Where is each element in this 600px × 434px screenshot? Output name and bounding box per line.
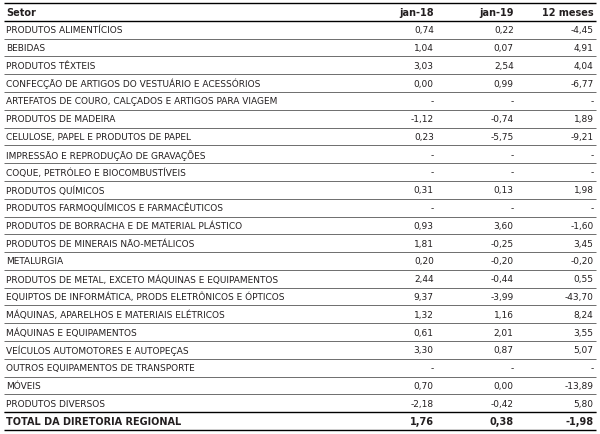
Text: 0,23: 0,23: [414, 133, 434, 141]
Text: -: -: [511, 204, 514, 213]
Text: PRODUTOS TÊXTEIS: PRODUTOS TÊXTEIS: [7, 62, 96, 71]
Text: 0,07: 0,07: [494, 44, 514, 53]
Text: ARTEFATOS DE COURO, CALÇADOS E ARTIGOS PARA VIAGEM: ARTEFATOS DE COURO, CALÇADOS E ARTIGOS P…: [7, 97, 278, 106]
Text: -9,21: -9,21: [571, 133, 593, 141]
Text: 3,45: 3,45: [574, 239, 593, 248]
Text: PRODUTOS ALIMENTÍCIOS: PRODUTOS ALIMENTÍCIOS: [7, 26, 123, 35]
Text: 0,99: 0,99: [494, 79, 514, 89]
Text: -: -: [431, 204, 434, 213]
Text: OUTROS EQUIPAMENTOS DE TRANSPORTE: OUTROS EQUIPAMENTOS DE TRANSPORTE: [7, 363, 195, 372]
Text: -0,25: -0,25: [491, 239, 514, 248]
Text: IMPRESSÃO E REPRODUÇÃO DE GRAVAÇÕES: IMPRESSÃO E REPRODUÇÃO DE GRAVAÇÕES: [7, 149, 206, 160]
Text: -4,45: -4,45: [571, 26, 593, 35]
Text: 5,80: 5,80: [574, 399, 593, 408]
Text: 0,93: 0,93: [414, 221, 434, 230]
Text: 0,20: 0,20: [414, 257, 434, 266]
Text: TOTAL DA DIRETORIA REGIONAL: TOTAL DA DIRETORIA REGIONAL: [7, 416, 182, 426]
Text: 1,98: 1,98: [574, 186, 593, 195]
Text: PRODUTOS QUÍMICOS: PRODUTOS QUÍMICOS: [7, 186, 105, 195]
Text: -: -: [590, 363, 593, 372]
Text: PRODUTOS DE METAL, EXCETO MÁQUINAS E EQUIPAMENTOS: PRODUTOS DE METAL, EXCETO MÁQUINAS E EQU…: [7, 274, 278, 284]
Text: 0,87: 0,87: [494, 345, 514, 355]
Text: PRODUTOS DE BORRACHA E DE MATERIAL PLÁSTICO: PRODUTOS DE BORRACHA E DE MATERIAL PLÁST…: [7, 221, 242, 230]
Text: -0,42: -0,42: [491, 399, 514, 408]
Text: 0,55: 0,55: [574, 275, 593, 283]
Text: 3,30: 3,30: [414, 345, 434, 355]
Text: -: -: [590, 97, 593, 106]
Text: BEBIDAS: BEBIDAS: [7, 44, 46, 53]
Text: -: -: [431, 151, 434, 159]
Text: -: -: [511, 168, 514, 177]
Text: COQUE, PETRÓLEO E BIOCOMBUSTÍVEIS: COQUE, PETRÓLEO E BIOCOMBUSTÍVEIS: [7, 168, 186, 178]
Text: 1,76: 1,76: [410, 416, 434, 426]
Text: 4,91: 4,91: [574, 44, 593, 53]
Text: -0,74: -0,74: [491, 115, 514, 124]
Text: -: -: [590, 204, 593, 213]
Text: -: -: [511, 151, 514, 159]
Text: MÓVEIS: MÓVEIS: [7, 381, 41, 390]
Text: Setor: Setor: [7, 8, 36, 18]
Text: MÁQUINAS, APARELHOS E MATERIAIS ELÉTRICOS: MÁQUINAS, APARELHOS E MATERIAIS ELÉTRICO…: [7, 310, 225, 319]
Text: 0,74: 0,74: [414, 26, 434, 35]
Text: 2,44: 2,44: [414, 275, 434, 283]
Text: 1,81: 1,81: [414, 239, 434, 248]
Text: -13,89: -13,89: [565, 381, 593, 390]
Text: -2,18: -2,18: [410, 399, 434, 408]
Text: 0,00: 0,00: [494, 381, 514, 390]
Text: PRODUTOS DE MINERAIS NÃO-METÁLICOS: PRODUTOS DE MINERAIS NÃO-METÁLICOS: [7, 239, 195, 248]
Text: PRODUTOS FARMOQUÍMICOS E FARMACÊUTICOS: PRODUTOS FARMOQUÍMICOS E FARMACÊUTICOS: [7, 204, 223, 213]
Text: PRODUTOS DIVERSOS: PRODUTOS DIVERSOS: [7, 399, 106, 408]
Text: -: -: [511, 363, 514, 372]
Text: 0,22: 0,22: [494, 26, 514, 35]
Text: -0,44: -0,44: [491, 275, 514, 283]
Text: jan-19: jan-19: [479, 8, 514, 18]
Text: -1,98: -1,98: [565, 416, 593, 426]
Text: CONFECÇÃO DE ARTIGOS DO VESTUÁRIO E ACESSÓRIOS: CONFECÇÃO DE ARTIGOS DO VESTUÁRIO E ACES…: [7, 79, 261, 89]
Text: -43,70: -43,70: [565, 293, 593, 301]
Text: 8,24: 8,24: [574, 310, 593, 319]
Text: MÁQUINAS E EQUIPAMENTOS: MÁQUINAS E EQUIPAMENTOS: [7, 328, 137, 337]
Text: -: -: [431, 97, 434, 106]
Text: 5,07: 5,07: [574, 345, 593, 355]
Text: -: -: [590, 168, 593, 177]
Text: 0,31: 0,31: [414, 186, 434, 195]
Text: -1,12: -1,12: [410, 115, 434, 124]
Text: 9,37: 9,37: [414, 293, 434, 301]
Text: PRODUTOS DE MADEIRA: PRODUTOS DE MADEIRA: [7, 115, 116, 124]
Text: -6,77: -6,77: [571, 79, 593, 89]
Text: jan-18: jan-18: [399, 8, 434, 18]
Text: 0,13: 0,13: [494, 186, 514, 195]
Text: -3,99: -3,99: [490, 293, 514, 301]
Text: 3,60: 3,60: [494, 221, 514, 230]
Text: 1,89: 1,89: [574, 115, 593, 124]
Text: 3,03: 3,03: [414, 62, 434, 71]
Text: -: -: [590, 151, 593, 159]
Text: 1,04: 1,04: [414, 44, 434, 53]
Text: -: -: [431, 363, 434, 372]
Text: -: -: [511, 97, 514, 106]
Text: 0,00: 0,00: [414, 79, 434, 89]
Text: -: -: [431, 168, 434, 177]
Text: 0,61: 0,61: [414, 328, 434, 337]
Text: CELULOSE, PAPEL E PRODUTOS DE PAPEL: CELULOSE, PAPEL E PRODUTOS DE PAPEL: [7, 133, 191, 141]
Text: 2,01: 2,01: [494, 328, 514, 337]
Text: -5,75: -5,75: [490, 133, 514, 141]
Text: VEÍCULOS AUTOMOTORES E AUTOPEÇAS: VEÍCULOS AUTOMOTORES E AUTOPEÇAS: [7, 345, 189, 355]
Text: 3,55: 3,55: [574, 328, 593, 337]
Text: -0,20: -0,20: [491, 257, 514, 266]
Text: 12 meses: 12 meses: [542, 8, 593, 18]
Text: METALURGIA: METALURGIA: [7, 257, 64, 266]
Text: 4,04: 4,04: [574, 62, 593, 71]
Text: 2,54: 2,54: [494, 62, 514, 71]
Text: 1,16: 1,16: [494, 310, 514, 319]
Text: -1,60: -1,60: [571, 221, 593, 230]
Text: 0,38: 0,38: [490, 416, 514, 426]
Text: EQUIPTOS DE INFORMÁTICA, PRODS ELETRÔNICOS E ÓPTICOS: EQUIPTOS DE INFORMÁTICA, PRODS ELETRÔNIC…: [7, 292, 285, 302]
Text: 1,32: 1,32: [414, 310, 434, 319]
Text: 0,70: 0,70: [414, 381, 434, 390]
Text: -0,20: -0,20: [571, 257, 593, 266]
